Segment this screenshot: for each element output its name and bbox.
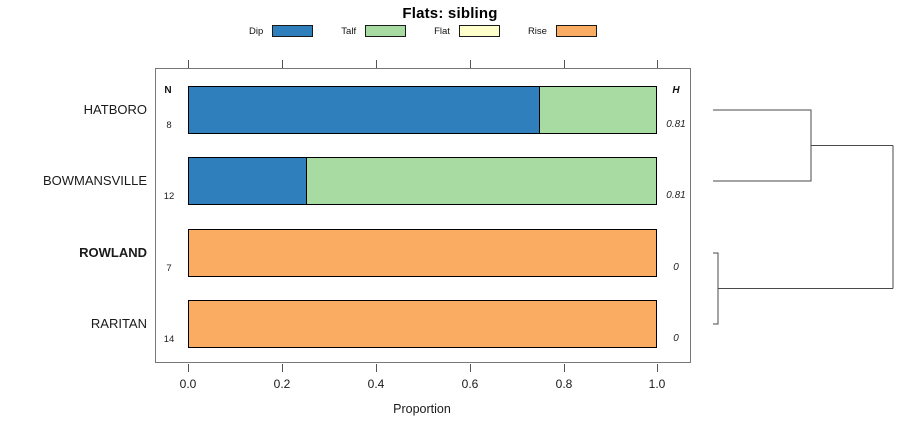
h-value: 0.81 — [666, 190, 686, 201]
n-value: 12 — [163, 191, 175, 202]
h-value: 0 — [673, 333, 679, 344]
dendrogram — [713, 109, 894, 325]
axis-tick-top — [656, 60, 658, 68]
legend-item-dip: Dip — [249, 25, 314, 37]
axis-tick-top — [187, 60, 189, 68]
n-column-header: N — [164, 85, 172, 96]
legend-swatch-talf — [365, 25, 407, 37]
chart-title: Flats: sibling — [402, 5, 498, 22]
legend-swatch-flat — [458, 25, 500, 37]
row-label-hatboro: HATBORO — [83, 102, 147, 117]
legend-item-rise: Rise — [528, 25, 597, 37]
x-axis-label: Proportion — [393, 402, 451, 416]
bar-segment-rise — [189, 230, 656, 276]
bar-segment-dip — [189, 87, 540, 133]
axis-tick-bottom — [187, 364, 189, 372]
n-value: 8 — [166, 120, 172, 131]
legend-label: Rise — [527, 25, 547, 37]
bar-rowland — [188, 229, 657, 277]
bar-bowmansville — [188, 157, 657, 205]
dendrogram-bracket-bottom — [713, 252, 719, 325]
axis-tick-label: 0.2 — [273, 377, 291, 391]
axis-tick-bottom — [469, 364, 471, 372]
bar-segment-talf — [305, 158, 656, 204]
h-column-header: H — [672, 85, 680, 96]
n-value: 14 — [163, 334, 175, 345]
axis-tick-top — [281, 60, 283, 68]
n-value: 7 — [166, 263, 172, 274]
row-label-raritan: RARITAN — [90, 316, 147, 331]
axis-tick-bottom — [656, 364, 658, 372]
axis-tick-bottom — [281, 364, 283, 372]
legend-label: Flat — [434, 25, 450, 37]
h-value: 0 — [673, 262, 679, 273]
bar-segment-talf — [539, 87, 656, 133]
row-label-rowland: ROWLAND — [79, 245, 147, 260]
axis-tick-bottom — [563, 364, 565, 372]
dendrogram-bracket-top — [713, 109, 812, 182]
axis-tick-label: 0.6 — [461, 377, 479, 391]
legend-label: Talf — [341, 25, 357, 37]
legend-swatch-dip — [272, 25, 314, 37]
axis-tick-label: 0.4 — [367, 377, 385, 391]
bar-raritan — [188, 300, 657, 348]
bar-segment-rise — [189, 301, 656, 347]
legend-label: Dip — [249, 25, 264, 37]
legend-item-flat: Flat — [434, 25, 500, 37]
axis-tick-label: 0.0 — [179, 377, 197, 391]
legend: Dip Talf Flat Rise — [155, 22, 691, 40]
axis-tick-top — [375, 60, 377, 68]
bar-segment-dip — [189, 158, 306, 204]
axis-tick-label: 1.0 — [648, 377, 666, 391]
row-label-bowmansville: BOWMANSVILLE — [42, 173, 147, 188]
axis-tick-label: 0.8 — [555, 377, 573, 391]
axis-tick-top — [563, 60, 565, 68]
axis-tick-top — [469, 60, 471, 68]
legend-swatch-rise — [555, 25, 597, 37]
bar-hatboro — [188, 86, 657, 134]
legend-item-talf: Talf — [341, 25, 407, 37]
h-value: 0.81 — [666, 119, 686, 130]
axis-tick-bottom — [375, 364, 377, 372]
